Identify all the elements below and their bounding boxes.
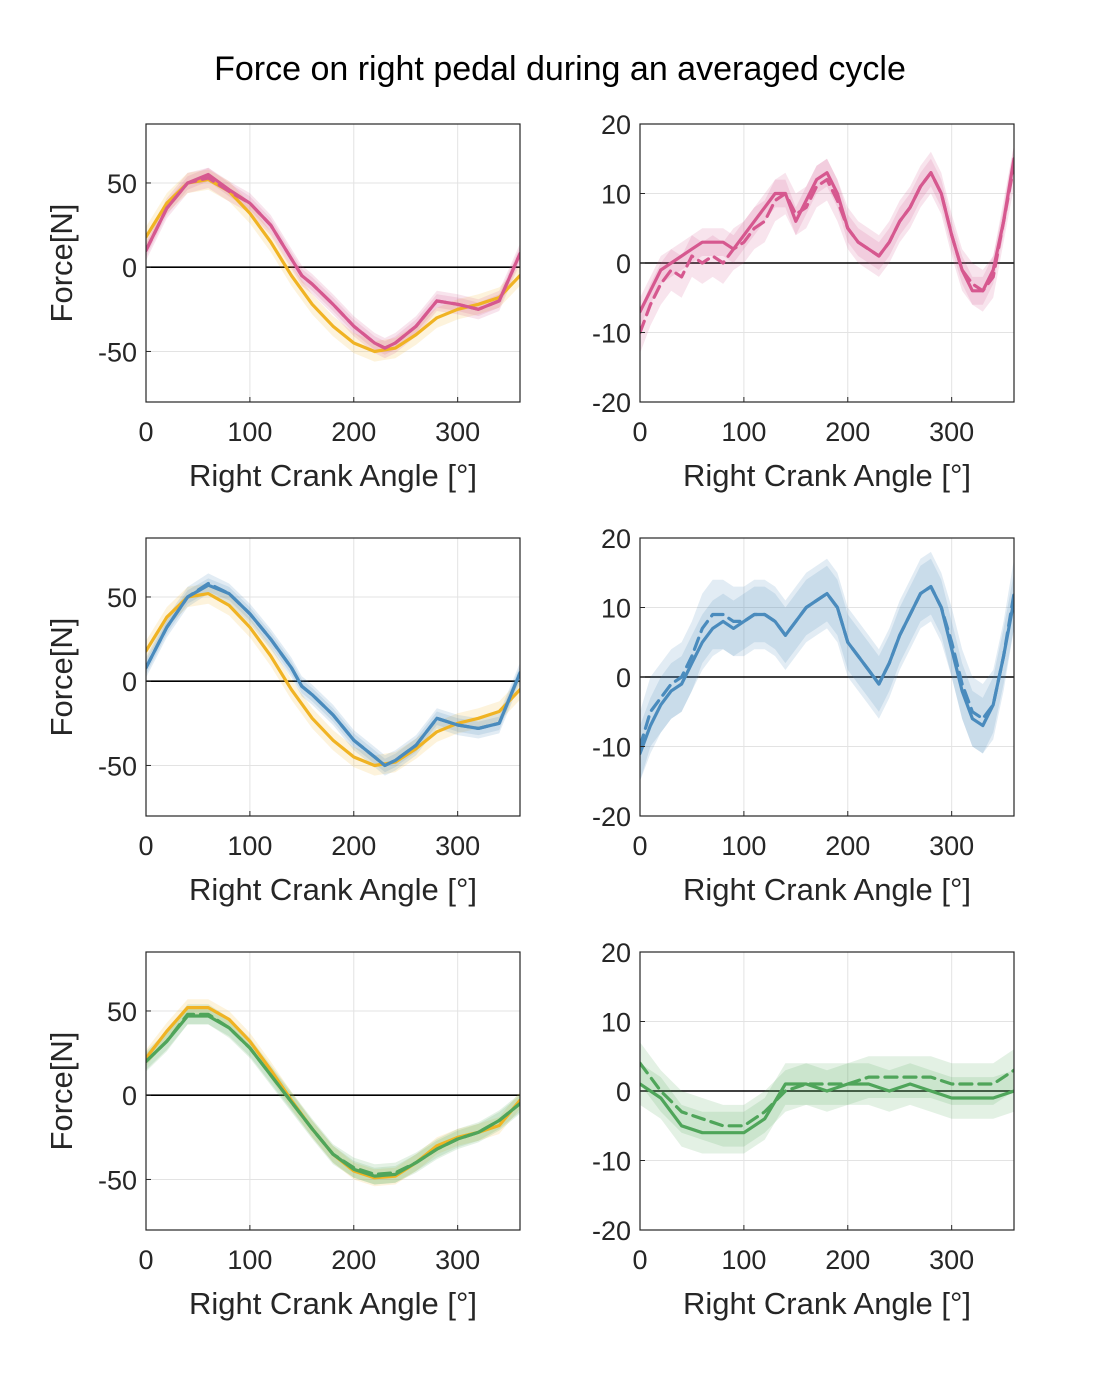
x-tick-label: 0 bbox=[138, 417, 153, 447]
x-tick-label: 300 bbox=[435, 417, 480, 447]
series-3-band bbox=[146, 167, 520, 355]
x-tick-label: 300 bbox=[929, 1245, 974, 1275]
axes-box bbox=[145, 951, 521, 1231]
y-axis-label: Force[N] bbox=[44, 618, 79, 737]
axes-box bbox=[145, 537, 521, 817]
y-tick-label: 50 bbox=[107, 997, 137, 1027]
x-axis-label: Right Crank Angle [°] bbox=[189, 872, 477, 907]
series-1-band bbox=[640, 551, 1014, 782]
series-1-line bbox=[640, 1061, 1014, 1128]
x-tick-label: 200 bbox=[331, 417, 376, 447]
x-tick-label: 200 bbox=[331, 831, 376, 861]
x-tick-label: 0 bbox=[632, 417, 647, 447]
grid bbox=[146, 124, 520, 402]
y-tick-label: 10 bbox=[601, 180, 631, 210]
series-2-line bbox=[640, 584, 1014, 756]
figure-title: Force on right pedal during an averaged … bbox=[214, 50, 906, 88]
y-axis-label: Force[N] bbox=[44, 204, 79, 323]
series-3-line bbox=[146, 583, 520, 768]
y-tick-label: 0 bbox=[616, 249, 631, 279]
x-tick-label: 300 bbox=[929, 831, 974, 861]
y-tick-label: -10 bbox=[592, 1147, 631, 1177]
series-3-line bbox=[146, 172, 520, 350]
y-tick-label: -50 bbox=[98, 1165, 137, 1195]
panel-3: 0 100 200 300 50 0 -50 Right Crank Angle [°] For… bbox=[44, 537, 521, 907]
x-tick-label: 100 bbox=[227, 417, 272, 447]
x-tick-label: 0 bbox=[138, 831, 153, 861]
y-tick-label: 0 bbox=[616, 1077, 631, 1107]
x-tick-label: 300 bbox=[435, 831, 480, 861]
y-tick-label: 20 bbox=[601, 938, 631, 968]
x-tick-label: 200 bbox=[331, 1245, 376, 1275]
y-tick-label: -20 bbox=[592, 802, 631, 832]
plot-area bbox=[146, 124, 520, 402]
x-axis-label: Right Crank Angle [°] bbox=[189, 1286, 477, 1321]
y-tick-label: 0 bbox=[616, 663, 631, 693]
y-axis-label: Force[N] bbox=[44, 1032, 79, 1151]
x-tick-label: 200 bbox=[825, 417, 870, 447]
series-1-band bbox=[640, 144, 1014, 354]
panel-1: 0 100 200 300 50 0 -50 Right Crank Angle [°] For… bbox=[44, 123, 521, 493]
x-tick-label: 200 bbox=[825, 831, 870, 861]
series-2-band bbox=[640, 1063, 1014, 1154]
y-tick-label: 50 bbox=[107, 583, 137, 613]
x-tick-label: 100 bbox=[721, 417, 766, 447]
series-3-band bbox=[146, 578, 520, 773]
y-tick-label: -50 bbox=[98, 337, 137, 367]
y-tick-label: 10 bbox=[601, 1008, 631, 1038]
x-axis-label: Right Crank Angle [°] bbox=[683, 1286, 971, 1321]
y-tick-label: -20 bbox=[592, 388, 631, 418]
plot-area bbox=[146, 952, 520, 1230]
series-1-line bbox=[146, 591, 520, 768]
y-tick-label: -20 bbox=[592, 1216, 631, 1246]
series-2-line bbox=[640, 1082, 1014, 1135]
x-tick-label: 100 bbox=[227, 831, 272, 861]
x-tick-label: 0 bbox=[632, 831, 647, 861]
y-tick-label: -50 bbox=[98, 751, 137, 781]
series-1-band bbox=[640, 1042, 1014, 1147]
x-tick-label: 100 bbox=[721, 831, 766, 861]
x-tick-label: 100 bbox=[227, 1245, 272, 1275]
y-tick-label: 20 bbox=[601, 524, 631, 554]
series-2-line bbox=[640, 157, 1014, 314]
series-2-band bbox=[146, 167, 520, 359]
y-tick-label: -10 bbox=[592, 319, 631, 349]
x-tick-label: 0 bbox=[632, 1245, 647, 1275]
x-tick-label: 300 bbox=[435, 1245, 480, 1275]
series-1-line bbox=[640, 584, 1014, 749]
x-tick-label: 300 bbox=[929, 417, 974, 447]
series-2-band bbox=[640, 558, 1014, 782]
x-tick-label: 100 bbox=[721, 1245, 766, 1275]
y-tick-label: 10 bbox=[601, 594, 631, 624]
y-tick-label: 0 bbox=[122, 1081, 137, 1111]
series-3-line bbox=[146, 1014, 520, 1178]
x-tick-label: 200 bbox=[825, 1245, 870, 1275]
y-tick-label: -10 bbox=[592, 733, 631, 763]
x-axis-label: Right Crank Angle [°] bbox=[189, 458, 477, 493]
series-2-band bbox=[146, 573, 520, 776]
series-3-band bbox=[146, 1007, 520, 1185]
x-axis-label: Right Crank Angle [°] bbox=[683, 872, 971, 907]
y-tick-label: 50 bbox=[107, 169, 137, 199]
x-axis-label: Right Crank Angle [°] bbox=[683, 458, 971, 493]
y-tick-label: 0 bbox=[122, 667, 137, 697]
axes-box bbox=[145, 123, 521, 403]
y-tick-label: 20 bbox=[601, 110, 631, 140]
x-tick-label: 0 bbox=[138, 1245, 153, 1275]
y-tick-label: 0 bbox=[122, 253, 137, 283]
panel-5: 0 100 200 300 50 0 -50 Right Crank Angle [°] For… bbox=[44, 951, 521, 1321]
